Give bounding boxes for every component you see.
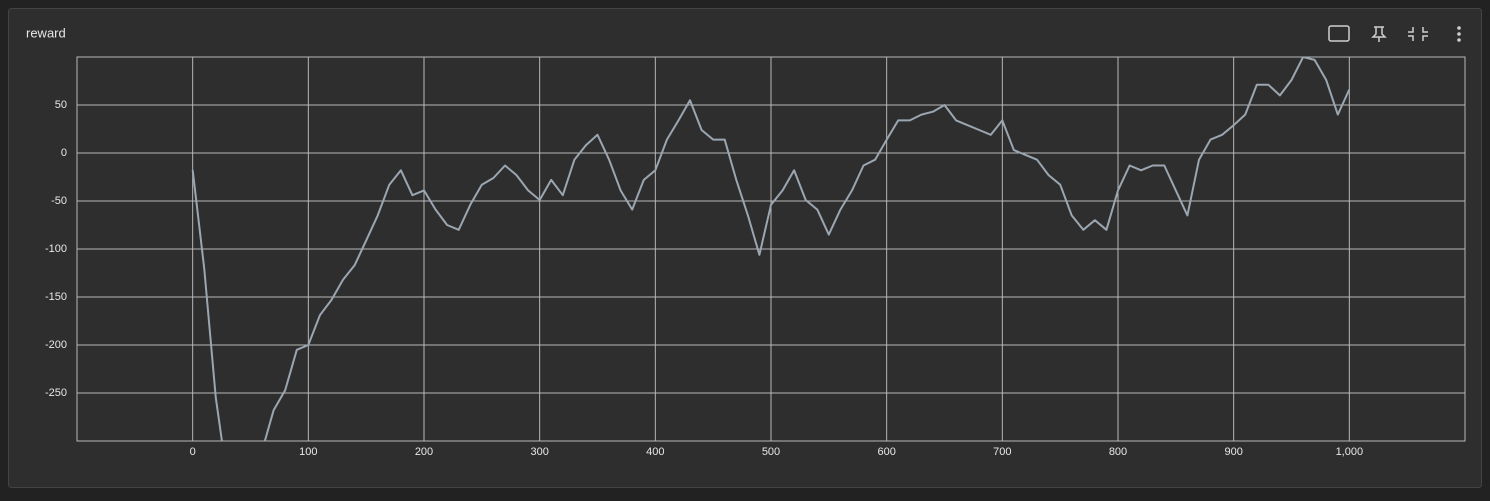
x-tick-label: 500 — [762, 446, 780, 458]
y-tick-label: -50 — [51, 195, 67, 207]
y-tick-label: -150 — [45, 291, 67, 303]
y-tick-label: 50 — [55, 99, 67, 111]
x-tick-label: 700 — [993, 446, 1011, 458]
more-button[interactable] — [1457, 26, 1461, 42]
plot-frame — [76, 56, 1466, 442]
y-tick-label: -200 — [45, 339, 67, 351]
toolbar — [1328, 25, 1461, 42]
y-tick-label: -100 — [45, 243, 67, 255]
x-tick-label: 300 — [530, 446, 548, 458]
x-tick-label: 800 — [1109, 446, 1127, 458]
x-tick-label: 0 — [190, 446, 196, 458]
grid — [77, 57, 1465, 441]
x-tick-label: 600 — [877, 446, 895, 458]
y-tick-label: -250 — [45, 387, 67, 399]
fit-domain-button[interactable] — [1328, 25, 1350, 42]
y-tick-label: 0 — [61, 147, 67, 159]
plot-area — [191, 57, 1351, 441]
pin-button[interactable] — [1371, 26, 1387, 42]
chart-title: reward — [26, 25, 66, 40]
x-tick-label: 900 — [1224, 446, 1242, 458]
x-tick-label: 100 — [299, 446, 317, 458]
card — [8, 8, 1482, 488]
collapse-button[interactable] — [1408, 27, 1428, 41]
x-tick-label: 1,000 — [1336, 446, 1364, 458]
x-tick-label: 200 — [415, 446, 433, 458]
x-tick-label: 400 — [646, 446, 664, 458]
data-line — [191, 57, 1351, 441]
